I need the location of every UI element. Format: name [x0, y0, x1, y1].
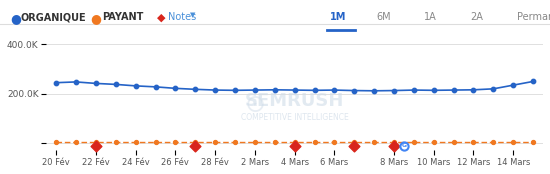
- Point: [469, 88, 478, 91]
- Text: ORGANIQUE: ORGANIQUE: [21, 12, 86, 22]
- Point: [410, 140, 419, 143]
- Text: 1M: 1M: [330, 12, 346, 22]
- Point: [211, 89, 219, 92]
- Text: 6M: 6M: [377, 12, 392, 22]
- Point: [410, 89, 419, 92]
- Point: [489, 88, 498, 90]
- Point: [271, 88, 279, 91]
- Point: [271, 140, 279, 143]
- Point: [370, 140, 378, 143]
- Point: [171, 87, 180, 90]
- Point: [489, 140, 498, 143]
- Point: [290, 89, 299, 92]
- Point: [430, 89, 438, 92]
- Point: [350, 140, 359, 143]
- Point: [111, 83, 120, 86]
- Point: [230, 140, 239, 143]
- Point: [91, 140, 100, 143]
- Point: [211, 140, 219, 143]
- Point: [91, 145, 100, 147]
- Point: [151, 85, 160, 88]
- Point: [131, 85, 140, 87]
- Point: [430, 140, 438, 143]
- Point: [91, 82, 100, 85]
- Point: [151, 140, 160, 143]
- Point: [52, 140, 60, 143]
- Text: Notes: Notes: [168, 12, 196, 22]
- Point: [191, 88, 200, 91]
- Point: [191, 140, 200, 143]
- Point: [389, 140, 398, 143]
- Point: [230, 89, 239, 92]
- Text: 1A: 1A: [424, 12, 436, 22]
- Point: [509, 140, 518, 143]
- Point: [529, 140, 537, 143]
- Point: [529, 80, 537, 83]
- Point: [399, 145, 408, 147]
- Point: [290, 140, 299, 143]
- Point: [370, 89, 378, 92]
- Text: 2A: 2A: [470, 12, 483, 22]
- Text: G: G: [402, 144, 406, 148]
- Point: [191, 145, 200, 147]
- Point: [469, 140, 478, 143]
- Point: [250, 140, 259, 143]
- Text: COMPETITIVE INTELLIGENCE: COMPETITIVE INTELLIGENCE: [241, 113, 349, 122]
- Text: ◆: ◆: [157, 12, 165, 22]
- Point: [250, 89, 259, 92]
- Point: [449, 140, 458, 143]
- Point: [330, 89, 339, 92]
- Text: ⊙: ⊙: [244, 93, 266, 117]
- Point: [310, 140, 319, 143]
- Text: PAYANT: PAYANT: [102, 12, 143, 22]
- Text: ●: ●: [10, 12, 21, 25]
- Point: [290, 145, 299, 147]
- Point: [350, 89, 359, 92]
- Point: [171, 140, 180, 143]
- Point: [509, 84, 518, 86]
- Point: [72, 81, 80, 83]
- Point: [350, 145, 359, 147]
- Text: ●: ●: [91, 12, 102, 25]
- Point: [389, 145, 398, 147]
- Point: [131, 140, 140, 143]
- Point: [310, 89, 319, 92]
- Text: Permanent: Permanent: [517, 12, 550, 22]
- Point: [330, 140, 339, 143]
- Point: [449, 89, 458, 92]
- Text: SEMRUSH: SEMRUSH: [245, 92, 344, 110]
- Point: [52, 81, 60, 84]
- Point: [389, 89, 398, 92]
- Point: [72, 140, 80, 143]
- Text: ▼: ▼: [190, 12, 195, 18]
- Point: [111, 140, 120, 143]
